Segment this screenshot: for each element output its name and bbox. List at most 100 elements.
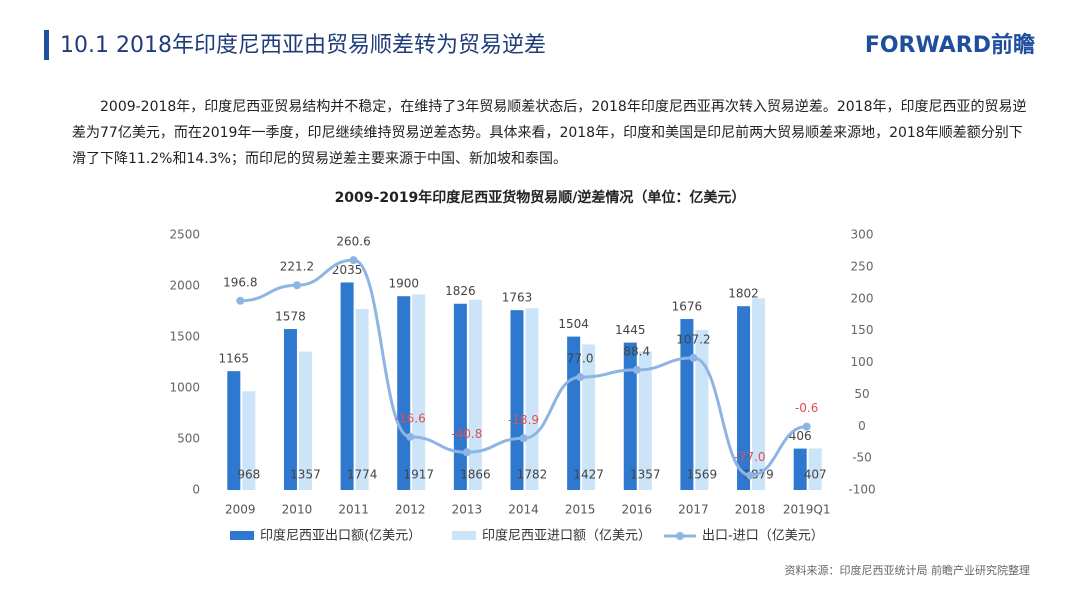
- bar: [355, 309, 369, 490]
- data-label: 196.8: [223, 275, 257, 289]
- line-point: [576, 373, 585, 382]
- data-label: 1900: [388, 277, 419, 291]
- data-label: 1357: [630, 468, 661, 482]
- line-point: [689, 353, 698, 362]
- data-label: 968: [237, 468, 260, 482]
- data-label: 107.2: [676, 332, 710, 346]
- bar: [582, 344, 596, 490]
- legend-label: 出口-进口（亿美元）: [702, 529, 824, 544]
- data-label: 1782: [517, 468, 548, 482]
- data-label: 1802: [728, 287, 759, 301]
- data-label: 1917: [403, 468, 434, 482]
- bar: [752, 298, 766, 490]
- data-label: 2035: [332, 263, 363, 277]
- y2-tick-label: 50: [854, 387, 869, 401]
- legend-swatch: [230, 531, 254, 540]
- line-point: [236, 296, 245, 305]
- bar: [242, 391, 256, 490]
- data-label: 1427: [573, 468, 604, 482]
- bar: [468, 299, 482, 490]
- legend-swatch: [676, 532, 684, 540]
- y-tick-label: 1000: [169, 381, 200, 395]
- legend-label: 印度尼西亚出口额(亿美元）: [260, 528, 421, 544]
- x-tick-label: 2010: [282, 503, 313, 517]
- data-label: 260.6: [336, 235, 370, 249]
- line-point: [406, 432, 415, 441]
- bar: [623, 342, 637, 490]
- y-tick-label: 2000: [169, 279, 200, 293]
- x-tick-label: 2009: [225, 503, 256, 517]
- y2-tick-label: 250: [851, 259, 874, 273]
- line-point: [462, 448, 471, 457]
- x-tick-label: 2019Q1: [783, 503, 831, 517]
- line-point: [292, 281, 301, 290]
- data-label: -16.6: [395, 411, 426, 425]
- data-label: -40.8: [451, 427, 482, 441]
- x-tick-label: 2016: [621, 503, 652, 517]
- data-label: 1445: [615, 323, 646, 337]
- x-tick-label: 2012: [395, 503, 426, 517]
- line-point: [349, 256, 358, 265]
- line-point: [632, 365, 641, 374]
- paragraph: 2009-2018年，印度尼西亚贸易结构并不稳定，在维持了3年贸易顺差状态后，2…: [72, 99, 1027, 167]
- y2-tick-label: -100: [848, 483, 875, 497]
- y2-tick-label: -50: [852, 451, 872, 465]
- bar: [638, 351, 652, 490]
- bar: [793, 448, 807, 490]
- bar: [695, 329, 709, 490]
- source: 资料来源：印度尼西亚统计局 前瞻产业研究院整理: [785, 563, 1031, 577]
- x-tick-label: 2018: [735, 503, 766, 517]
- data-label: -0.6: [795, 401, 818, 415]
- bar: [510, 310, 524, 490]
- bar: [680, 319, 694, 490]
- data-label: 1165: [219, 352, 250, 366]
- bar: [298, 351, 312, 490]
- y-tick-label: 1500: [169, 330, 200, 344]
- logo: FORWARD前瞻: [865, 32, 1035, 58]
- y2-tick-label: 200: [851, 291, 874, 305]
- chart-title: 2009-2019年印度尼西亚货物贸易顺/逆差情况（单位：亿美元）: [335, 189, 746, 206]
- x-tick-label: 2011: [338, 503, 369, 517]
- y-tick-label: 2500: [169, 228, 200, 242]
- bar: [340, 282, 354, 490]
- data-label: 1763: [502, 291, 533, 305]
- bar: [453, 303, 467, 490]
- data-label: 1357: [290, 468, 321, 482]
- y2-tick-label: 300: [851, 228, 874, 242]
- data-label: 1569: [687, 468, 718, 482]
- page-title: 10.1 2018年印度尼西亚由贸易顺差转为贸易逆差: [60, 33, 546, 58]
- bar: [525, 308, 539, 490]
- y2-tick-label: 0: [858, 419, 866, 433]
- data-label: 1774: [347, 468, 378, 482]
- x-tick-label: 2015: [565, 503, 596, 517]
- data-label: 77.0: [567, 352, 594, 366]
- data-label: -18.9: [508, 413, 539, 427]
- x-tick-label: 2017: [678, 503, 709, 517]
- data-label: 406: [789, 429, 812, 443]
- bar: [397, 296, 411, 490]
- data-label: 1504: [558, 317, 589, 331]
- bar: [412, 294, 426, 490]
- data-label: -77.0: [735, 450, 766, 464]
- y2-tick-label: 150: [851, 323, 874, 337]
- data-label: 1866: [460, 468, 491, 482]
- y-tick-label: 0: [192, 483, 200, 497]
- data-label: 407: [804, 468, 827, 482]
- bar: [283, 329, 297, 490]
- x-tick-label: 2013: [452, 503, 483, 517]
- data-label: 1578: [275, 310, 306, 324]
- data-label: 1826: [445, 284, 476, 298]
- line-point: [746, 471, 755, 480]
- bar: [808, 448, 822, 490]
- data-label: 88.4: [623, 344, 650, 358]
- data-label: 1676: [672, 300, 703, 314]
- legend-label: 印度尼西亚进口额（亿美元）: [482, 528, 651, 544]
- bar: [227, 371, 241, 490]
- bar: [737, 306, 751, 490]
- line-point: [519, 434, 528, 443]
- title-bar: [44, 30, 49, 60]
- y-tick-label: 500: [177, 432, 200, 446]
- y2-tick-label: 100: [851, 355, 874, 369]
